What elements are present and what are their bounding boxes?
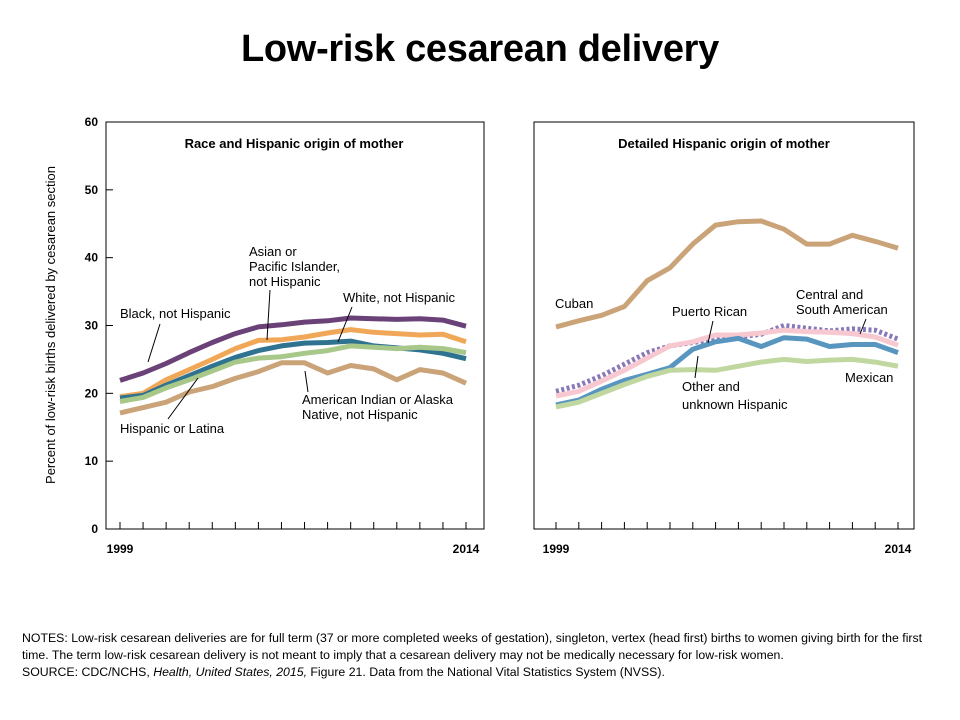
series-line-other-and-unknown-hispanic bbox=[555, 335, 899, 408]
y-tick-label: 30 bbox=[85, 319, 99, 333]
leader-aian bbox=[304, 370, 309, 393]
notes-block: NOTES: Low-risk cesarean deliveries are … bbox=[22, 630, 942, 681]
source-prefix: SOURCE: CDC/NCHS, bbox=[22, 665, 154, 679]
y-tick-label: 60 bbox=[85, 115, 99, 129]
series-line-asian-or-pacific-islander-not-hispanic bbox=[119, 327, 467, 400]
x-tick-label: 2014 bbox=[885, 542, 912, 556]
leader-hispanic bbox=[167, 377, 199, 420]
figure-svg: Race and Hispanic origin of mother 0 10 20… bbox=[43, 115, 915, 556]
leader-puerto-rican bbox=[707, 320, 714, 344]
label-puerto-rican: Puerto Rican bbox=[672, 304, 747, 319]
series-line-cuban bbox=[555, 218, 899, 330]
label-aian-2: Native, not Hispanic bbox=[302, 407, 418, 422]
right-series-labels: Cuban Puerto Rican Central and South Ame… bbox=[555, 287, 893, 412]
label-central-1: Central and bbox=[796, 287, 863, 302]
label-hispanic: Hispanic or Latina bbox=[120, 421, 225, 436]
right-panel-title: Detailed Hispanic origin of mother bbox=[618, 136, 830, 151]
right-panel-frame bbox=[533, 121, 915, 530]
left-series-lines bbox=[119, 315, 468, 416]
label-asian-3: not Hispanic bbox=[249, 274, 321, 289]
y-axis-label: Percent of low-risk births delivered by … bbox=[43, 166, 58, 484]
y-tick-label: 40 bbox=[85, 251, 99, 265]
left-y-axis: 0 10 20 30 40 50 60 bbox=[85, 115, 113, 536]
chart-title: Low-risk cesarean delivery bbox=[240, 28, 720, 70]
right-series-lines bbox=[555, 218, 899, 410]
left-x-axis: 1999 2014 bbox=[107, 522, 480, 556]
series-line-american-indian-or-alaska-native-not-hispanic bbox=[119, 360, 468, 416]
label-asian-2: Pacific Islander, bbox=[249, 259, 340, 274]
right-x-axis: 1999 2014 bbox=[543, 522, 912, 556]
label-other-2: unknown Hispanic bbox=[682, 397, 788, 412]
series-line-central-and-south-american bbox=[555, 323, 899, 394]
series-line-black-not-hispanic bbox=[119, 315, 467, 383]
label-mexican: Mexican bbox=[845, 370, 893, 385]
leader-asian bbox=[266, 289, 271, 341]
leader-other bbox=[694, 355, 699, 379]
source-text: SOURCE: CDC/NCHS, Health, United States,… bbox=[22, 664, 942, 681]
label-white: White, not Hispanic bbox=[343, 290, 455, 305]
label-cuban: Cuban bbox=[555, 296, 593, 311]
label-black: Black, not Hispanic bbox=[120, 306, 231, 321]
label-other-1: Other and bbox=[682, 379, 740, 394]
y-tick-label: 10 bbox=[85, 454, 99, 468]
series-line-puerto-rican bbox=[555, 327, 899, 399]
label-asian-1: Asian or bbox=[249, 244, 297, 259]
y-tick-label: 0 bbox=[91, 522, 98, 536]
y-tick-label: 50 bbox=[85, 183, 99, 197]
notes-text: NOTES: Low-risk cesarean deliveries are … bbox=[22, 631, 923, 662]
source-italic: Health, United States, 2015, bbox=[153, 665, 307, 679]
x-tick-label: 1999 bbox=[543, 542, 570, 556]
source-suffix: Figure 21. Data from the National Vital … bbox=[307, 665, 665, 679]
leader-central bbox=[859, 318, 867, 335]
left-series-labels: Black, not Hispanic Asian or Pacific Isl… bbox=[120, 244, 455, 436]
leader-white bbox=[337, 306, 353, 343]
left-panel-title: Race and Hispanic origin of mother bbox=[185, 136, 404, 151]
label-central-2: South American bbox=[796, 302, 888, 317]
series-line-hispanic-or-latina bbox=[119, 343, 467, 404]
label-aian-1: American Indian or Alaska bbox=[302, 392, 454, 407]
series-line-mexican bbox=[555, 356, 899, 410]
leader-black bbox=[147, 323, 161, 363]
y-tick-label: 20 bbox=[85, 386, 99, 400]
x-tick-label: 1999 bbox=[107, 542, 134, 556]
x-tick-label: 2014 bbox=[453, 542, 480, 556]
